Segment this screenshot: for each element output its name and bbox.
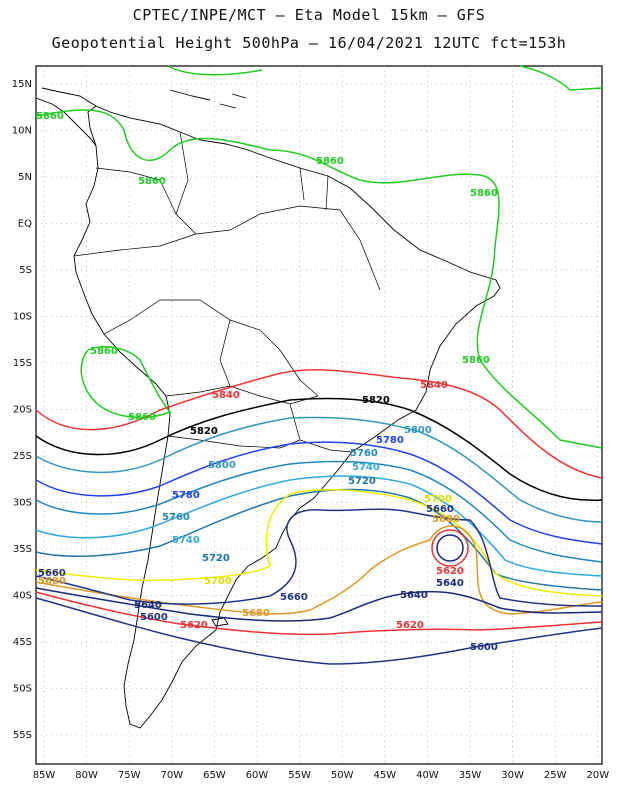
label-5780-a: 5780 [376, 435, 404, 446]
label-5620-b: 5620 [396, 620, 424, 631]
label-5740-b: 5740 [172, 535, 200, 546]
label-5700-a: 5700 [424, 494, 452, 505]
latitude-tick-label: 30S [13, 498, 32, 509]
label-5780-b: 5780 [172, 490, 200, 501]
contour-5800 [35, 416, 603, 523]
contour-5680 [35, 525, 603, 615]
label-5660-a: 5660 [426, 504, 454, 515]
chart-title-line-2: Geopotential Height 500hPa – 16/04/2021 … [51, 34, 567, 52]
contour-5860-pacific [80, 346, 172, 419]
south-america-coast [73, 105, 501, 729]
contour-5740 [35, 475, 603, 577]
label-5680-b: 5680 [242, 608, 270, 619]
longitude-tick-label: 35W [459, 770, 482, 781]
longitude-tick-label: 45W [373, 770, 396, 781]
label-5600-a: 5600 [140, 612, 168, 623]
label-5620-a: 5620 [436, 566, 464, 577]
label-5700-b: 5700 [204, 576, 232, 587]
falkland-islands [211, 617, 229, 627]
label-5840-b: 5840 [420, 380, 448, 391]
country-borders [73, 131, 381, 453]
latitude-tick-label: 35S [13, 544, 32, 555]
latitude-tick-label: 10S [13, 312, 32, 323]
label-5680-c: 5680 [38, 576, 66, 587]
label-5860-b: 5860 [138, 176, 166, 187]
label-5860-g: 5860 [128, 412, 156, 423]
axis-labels: 15N 10N 5N EQ 5S 10S 15S 20S 25S 30S 35S 40S 45S 50S 5… [12, 79, 609, 781]
label-5660-c: 5660 [38, 568, 66, 579]
latitude-tick-label: 10N [12, 126, 32, 137]
coastline [35, 87, 501, 729]
longitude-tick-label: 70W [160, 770, 183, 781]
latitude-tick-label: 15N [12, 79, 32, 90]
latitude-tick-label: 15S [13, 358, 32, 369]
map-frame [35, 65, 603, 765]
label-5640-c: 5640 [134, 600, 162, 611]
longitude-tick-label: 75W [118, 770, 141, 781]
longitude-tick-label: 25W [544, 770, 567, 781]
longitude-tick-label: 50W [331, 770, 354, 781]
label-5860-f: 5860 [90, 346, 118, 357]
contour-5760 [35, 460, 603, 563]
latitude-tick-label: EQ [18, 219, 32, 230]
label-5860-c: 5860 [316, 156, 344, 167]
label-5800-a: 5800 [404, 425, 432, 436]
label-5640-b: 5640 [400, 590, 428, 601]
longitude-tick-label: 30W [501, 770, 524, 781]
label-5640-a: 5640 [436, 578, 464, 589]
latitude-tick-label: 25S [13, 451, 32, 462]
longitude-tick-label: 85W [33, 770, 56, 781]
low-pressure-ring-outer [431, 529, 469, 567]
label-5600-b: 5600 [470, 642, 498, 653]
low-pressure-ring-inner [436, 534, 464, 562]
label-5720-a: 5720 [348, 476, 376, 487]
contour-5780 [35, 441, 603, 545]
chart-title-line-1: CPTEC/INPE/MCT – Eta Model 15km – GFS [132, 6, 486, 24]
label-5740-a: 5740 [352, 462, 380, 473]
latitude-tick-label: 45S [13, 637, 32, 648]
label-5620-c: 5620 [180, 620, 208, 631]
label-5820-b: 5820 [190, 426, 218, 437]
label-5840-a: 5840 [212, 390, 240, 401]
longitude-tick-label: 55W [288, 770, 311, 781]
contour-5620 [35, 591, 603, 636]
latitude-tick-label: 20S [13, 405, 32, 416]
longitude-tick-label: 65W [203, 770, 226, 781]
label-5760-a: 5760 [350, 448, 378, 459]
label-5720-b: 5720 [202, 553, 230, 564]
label-5660-b: 5660 [280, 592, 308, 603]
contour-5720 [35, 488, 603, 591]
contour-5860-north [35, 65, 603, 449]
latitude-tick-label: 55S [13, 730, 32, 741]
contour-5660 [35, 508, 603, 607]
longitude-tick-label: 40W [416, 770, 439, 781]
caribbean-islands [169, 89, 247, 109]
latitude-tick-label: 5N [18, 172, 32, 183]
label-5800-b: 5800 [208, 460, 236, 471]
contour-5600 [35, 597, 603, 665]
label-5860-d: 5860 [470, 188, 498, 199]
contour-5700 [35, 489, 603, 597]
contour-5820 [35, 397, 603, 502]
contour-lines [35, 65, 603, 665]
central-america-coast [35, 87, 97, 147]
label-5680-a: 5680 [432, 514, 460, 525]
latitude-tick-label: 5S [19, 265, 32, 276]
label-5860-e: 5860 [462, 355, 490, 366]
longitude-tick-label: 20W [586, 770, 609, 781]
latitude-tick-label: 50S [13, 684, 32, 695]
longitude-tick-label: 80W [75, 770, 98, 781]
label-5760-b: 5760 [162, 512, 190, 523]
contour-5840-north [35, 369, 603, 479]
latitude-tick-label: 40S [13, 591, 32, 602]
longitude-tick-label: 60W [246, 770, 269, 781]
label-5820-a: 5820 [362, 395, 390, 406]
contour-5640 [35, 587, 603, 622]
label-5860-a: 5860 [36, 111, 64, 122]
